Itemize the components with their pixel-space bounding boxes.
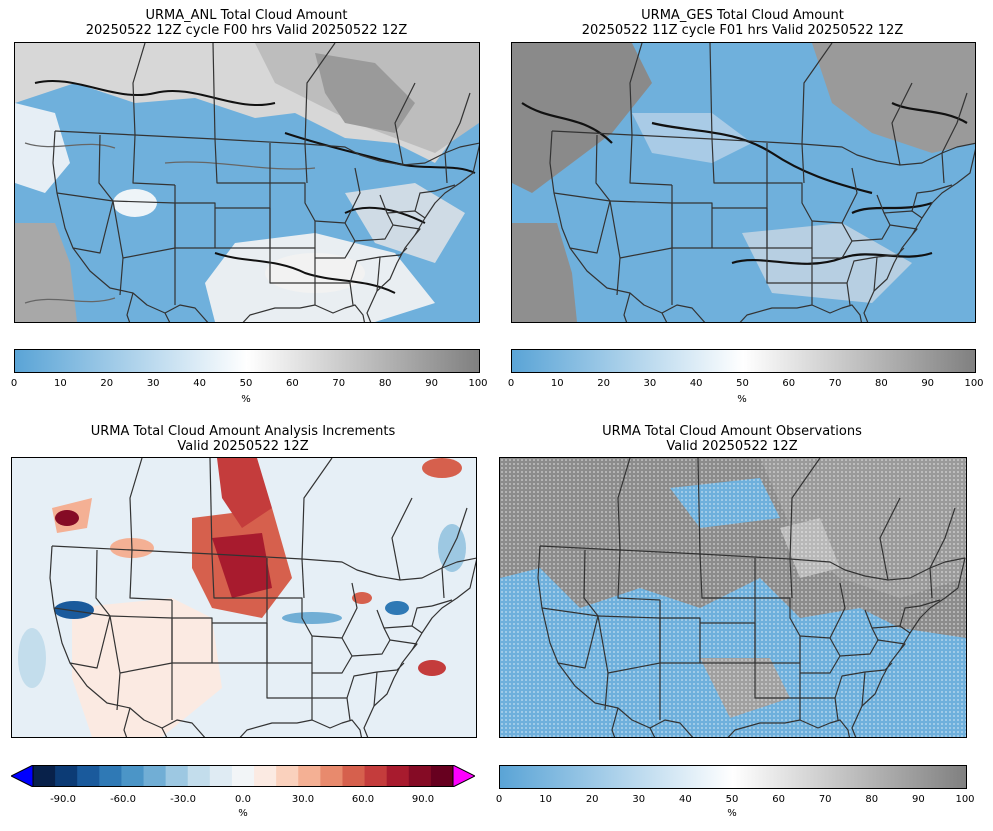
observations-colorbar-tick-label: 80 [865, 794, 879, 805]
anl-colorbar-tick-label: 70 [332, 378, 346, 389]
increment-colorbar-tick-label: -90.0 [50, 794, 76, 805]
observations-colorbar-tick-label: 30 [632, 794, 646, 805]
observations-colorbar-tick-label: 50 [725, 794, 739, 805]
increment-colorbar-tick-label: 60.0 [351, 794, 375, 805]
anl-colorbar-tick-label: 30 [146, 378, 160, 389]
anl-cloud-map [14, 42, 480, 323]
ges-colorbar-tick-label: 0 [507, 378, 515, 389]
ges-colorbar-tick-label: 30 [643, 378, 657, 389]
panel4-title-line1: URMA Total Cloud Amount Observations [602, 424, 862, 439]
increment-color-step [408, 765, 432, 787]
ges-cloud-map [511, 42, 976, 323]
anl-colorbar-tick-label: 40 [193, 378, 206, 389]
increment-color-step [231, 765, 255, 787]
increment-colorbar-tick-label: -30.0 [170, 794, 196, 805]
ges-colorbar-tick-label: 10 [550, 378, 564, 389]
anl-colorbar [14, 349, 480, 373]
panel3-title-line1: URMA Total Cloud Amount Analysis Increme… [90, 424, 396, 439]
anl-colorbar-tick-label: 100 [468, 378, 488, 389]
observations-map [499, 457, 967, 738]
observations-colorbar-unit: % [727, 808, 737, 819]
observations-colorbar-tick-label: 60 [772, 794, 785, 805]
increment-colorbar-tick-label: 30.0 [291, 794, 315, 805]
increment-colorbar-tick-label: 0.0 [235, 794, 251, 805]
observations-colorbar-tick-label: 10 [539, 794, 552, 805]
increment-color-step [386, 765, 410, 787]
ges-colorbar [511, 349, 976, 373]
ges-colorbar-tick-label: 80 [875, 378, 888, 389]
ges-colorbar-unit: % [737, 394, 747, 405]
panel1-title-line1: URMA_ANL Total Cloud Amount [145, 8, 348, 23]
observations-colorbar-tick-label: 90 [912, 794, 925, 805]
observations-colorbar-tick-label: 100 [955, 794, 975, 805]
anl-colorbar-unit: % [241, 394, 251, 405]
anl-colorbar-tick-label: 10 [54, 378, 67, 389]
anl-colorbar-tick-label: 20 [100, 378, 114, 389]
observations-colorbar-tick-label: 20 [585, 794, 599, 805]
increment-color-step [77, 765, 100, 787]
panel1-title-line2: 20250522 12Z cycle F00 hrs Valid 2025052… [85, 23, 408, 38]
increment-color-step [364, 765, 388, 787]
observations-colorbar-tick-label: 70 [818, 794, 832, 805]
increment-color-step [165, 765, 189, 787]
ges-colorbar-tick-label: 50 [736, 378, 749, 389]
observations-colorbar [499, 765, 967, 789]
ges-colorbar-tick-label: 100 [964, 378, 984, 389]
anl-colorbar-tick-label: 80 [378, 378, 392, 389]
increment-color-step [33, 765, 56, 787]
ges-colorbar-tick-label: 90 [921, 378, 935, 389]
increment-color-step [298, 765, 321, 787]
anl-colorbar-tick-label: 90 [425, 378, 438, 389]
anl-colorbar-tick-label: 50 [239, 378, 253, 389]
increment-color-step [143, 765, 167, 787]
anl-colorbar-tick-label: 0 [10, 378, 18, 389]
ges-colorbar-tick-label: 70 [828, 378, 842, 389]
ges-colorbar-tick-label: 40 [689, 378, 703, 389]
panel2-title-line2: 20250522 11Z cycle F01 hrs Valid 2025052… [581, 23, 904, 38]
panel4-title-line2: Valid 20250522 12Z [666, 439, 798, 454]
increment-colorbar [9, 764, 477, 788]
under-arrow [9, 764, 34, 788]
increment-color-step [121, 765, 145, 787]
increment-colorbar-tick-label: 90.0 [411, 794, 435, 805]
increment-color-step [430, 765, 454, 787]
ges-colorbar-tick-label: 20 [597, 378, 610, 389]
increment-color-step [254, 765, 277, 787]
observations-colorbar-tick-label: 40 [679, 794, 692, 805]
panel2-title: URMA_GES Total Cloud Amount 20250522 11Z… [511, 8, 974, 38]
anl-colorbar-tick-label: 60 [286, 378, 299, 389]
panel2-title-line1: URMA_GES Total Cloud Amount [641, 8, 844, 23]
increment-color-step [276, 765, 299, 787]
increment-colorbar-unit: % [238, 808, 248, 819]
panel3-title: URMA Total Cloud Amount Analysis Increme… [11, 424, 475, 454]
increment-color-step [320, 765, 343, 787]
increment-color-step [99, 765, 122, 787]
panel1-title: URMA_ANL Total Cloud Amount 20250522 12Z… [14, 8, 479, 38]
ges-colorbar-tick-label: 60 [782, 378, 796, 389]
increment-color-step [209, 765, 233, 787]
increment-color-step [342, 765, 366, 787]
panel3-title-line2: Valid 20250522 12Z [177, 439, 309, 454]
increment-color-step [187, 765, 211, 787]
increment-color-step [55, 765, 78, 787]
increment-map [11, 457, 477, 738]
panel4-title: URMA Total Cloud Amount Observations Val… [499, 424, 965, 454]
observations-colorbar-tick-label: 0 [495, 794, 503, 805]
increment-colorbar-tick-label: -60.0 [110, 794, 136, 805]
over-arrow [452, 764, 477, 788]
